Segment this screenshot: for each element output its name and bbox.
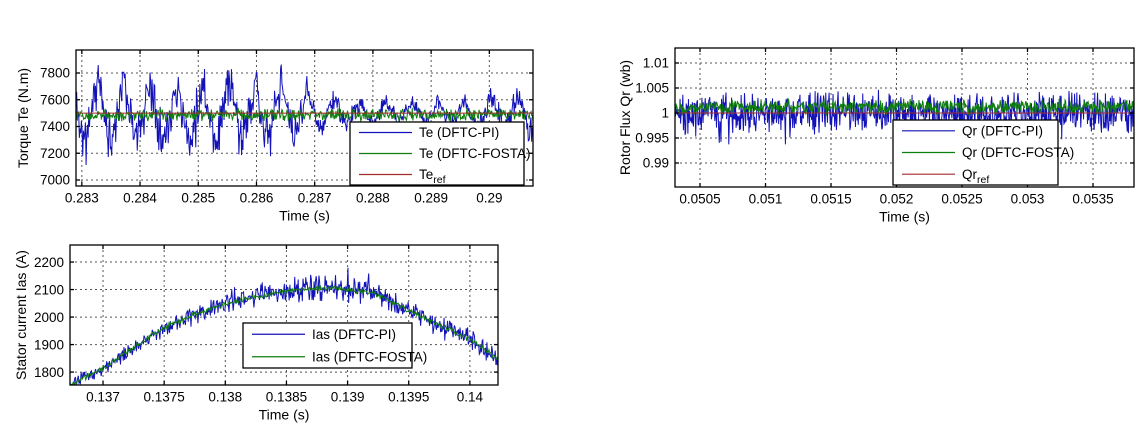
torque-te-tick-labels: 0.283 0.284 0.285 0.286 0.287 0.288 0.289 0.29 7…	[40, 66, 503, 206]
svg-text:2200: 2200	[34, 255, 64, 270]
svg-text:0.285: 0.285	[181, 191, 215, 206]
svg-text:0.138: 0.138	[208, 390, 242, 405]
svg-text:0.287: 0.287	[298, 191, 332, 206]
series-ias-dftc-fosta	[70, 284, 498, 385]
svg-text:0.052: 0.052	[880, 192, 914, 207]
svg-text:0.283: 0.283	[65, 191, 99, 206]
svg-text:0.1375: 0.1375	[144, 390, 185, 405]
svg-text:0.137: 0.137	[86, 390, 120, 405]
rotor-flux-legend: Qr (DFTC-PI) Qr (DFTC-FOSTA) Qrref	[892, 119, 1074, 186]
stator-current-tick-labels: 0.137 0.1375 0.138 0.1385 0.139 0.1395 0.14 180…	[34, 255, 484, 405]
svg-text:7400: 7400	[40, 119, 70, 134]
legend-label-te-ref: Teref	[419, 167, 446, 186]
svg-text:7200: 7200	[40, 146, 70, 161]
svg-text:0.051: 0.051	[749, 192, 783, 207]
legend-label-ias-dftc-fosta: Ias (DFTC-FOSTA)	[312, 349, 427, 364]
legend-label-te-dftc-pi: Te (DFTC-PI)	[419, 125, 499, 140]
svg-text:0.995: 0.995	[635, 131, 669, 146]
legend-label-qr-ref: Qrref	[962, 167, 989, 186]
svg-text:2000: 2000	[34, 310, 64, 325]
svg-text:0.0525: 0.0525	[941, 192, 982, 207]
svg-text:0.139: 0.139	[331, 390, 365, 405]
legend-label-ias-dftc-pi: Ias (DFTC-PI)	[312, 327, 396, 342]
torque-te-ylabel: Torque Te (N.m)	[15, 68, 31, 168]
svg-text:7800: 7800	[40, 66, 70, 81]
torque-te-legend: Te (DFTC-PI) Te (DFTC-FOSTA) Teref	[349, 121, 531, 186]
svg-text:1900: 1900	[34, 337, 64, 352]
series-te-dftc-fosta	[76, 107, 533, 123]
legend-label-te-dftc-fosta: Te (DFTC-FOSTA)	[419, 146, 531, 161]
svg-text:0.286: 0.286	[240, 191, 274, 206]
svg-text:0.288: 0.288	[356, 191, 390, 206]
svg-text:0.289: 0.289	[414, 191, 448, 206]
rotor-flux-tick-labels: 0.0505 0.051 0.0515 0.052 0.0525 0.053 0.0535 0…	[635, 56, 1113, 207]
rotor-flux-ylabel: Rotor Flux Qr (wb)	[617, 60, 633, 175]
svg-text:1800: 1800	[34, 365, 64, 380]
stator-current-ylabel: Stator current Ias (A)	[13, 250, 29, 380]
svg-text:0.99: 0.99	[643, 156, 669, 171]
svg-text:0.14: 0.14	[457, 390, 484, 405]
svg-text:7000: 7000	[40, 173, 70, 188]
svg-text:2100: 2100	[34, 282, 64, 297]
rotor-flux-xlabel: Time (s)	[879, 208, 930, 224]
svg-text:0.284: 0.284	[123, 191, 157, 206]
stator-current-legend: Ias (DFTC-PI) Ias (DFTC-FOSTA)	[242, 322, 427, 369]
svg-text:7600: 7600	[40, 92, 70, 107]
svg-text:0.0535: 0.0535	[1072, 192, 1113, 207]
svg-text:1.01: 1.01	[643, 56, 669, 71]
svg-text:1.005: 1.005	[635, 81, 669, 96]
legend-label-qr-dftc-pi: Qr (DFTC-PI)	[962, 124, 1043, 139]
svg-text:0.0515: 0.0515	[810, 192, 851, 207]
svg-text:0.0505: 0.0505	[679, 192, 720, 207]
svg-text:0.1395: 0.1395	[388, 390, 429, 405]
torque-te-axes	[75, 49, 534, 187]
legend-label-qr-dftc-fosta: Qr (DFTC-FOSTA)	[962, 145, 1074, 160]
svg-text:0.29: 0.29	[476, 191, 502, 206]
svg-text:0.1385: 0.1385	[266, 390, 307, 405]
stator-current-axes	[69, 244, 499, 386]
stator-current-xlabel: Time (s)	[259, 406, 310, 422]
svg-text:0.053: 0.053	[1011, 192, 1045, 207]
torque-te-xlabel: Time (s)	[279, 207, 330, 223]
svg-text:1: 1	[661, 106, 669, 121]
